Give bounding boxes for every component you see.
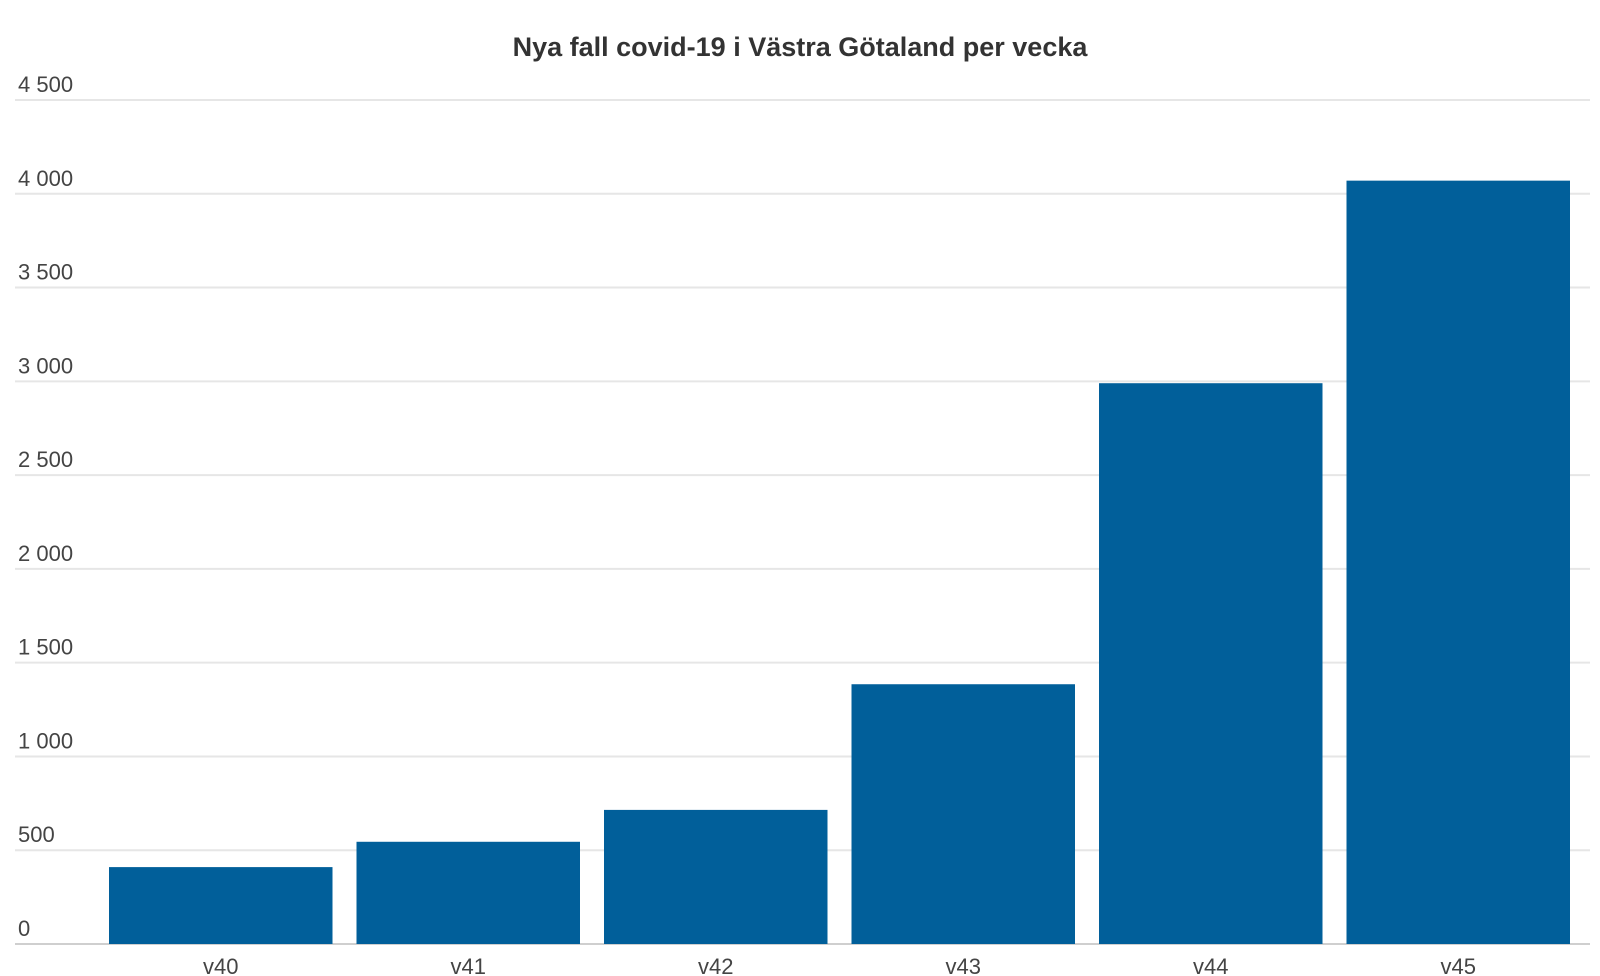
x-tick-label: v43 — [946, 954, 981, 976]
bar-v45 — [1346, 180, 1570, 944]
x-tick-label: v45 — [1441, 954, 1476, 976]
bar-v42 — [604, 809, 828, 944]
x-axis-labels: v40 v41 v42 v43 v44 v45 — [203, 954, 1476, 976]
y-tick-label: 3 500 — [18, 260, 73, 285]
x-tick-label: v41 — [451, 954, 486, 976]
bars — [109, 180, 1570, 945]
y-tick-label: 0 — [18, 916, 30, 941]
y-tick-label: 4 500 — [18, 72, 73, 97]
y-tick-label: 2 000 — [18, 541, 73, 566]
x-tick-label: v44 — [1193, 954, 1228, 976]
x-tick-label: v42 — [698, 954, 733, 976]
bar-v41 — [356, 841, 580, 944]
y-tick-label: 2 500 — [18, 447, 73, 472]
y-tick-label: 1 500 — [18, 635, 73, 660]
y-axis-ticks: 0 500 1 000 1 500 2 000 2 500 3 000 3 500 4 000 4… — [18, 72, 73, 941]
y-tick-label: 4 000 — [18, 166, 73, 191]
bar-v44 — [1099, 383, 1323, 945]
y-tick-label: 1 000 — [18, 728, 73, 753]
y-tick-label: 3 000 — [18, 353, 73, 378]
bar-v43 — [851, 684, 1075, 944]
chart-title: Nya fall covid-19 i Västra Götaland per … — [512, 32, 1088, 62]
x-tick-label: v40 — [203, 954, 238, 976]
y-tick-label: 500 — [18, 822, 55, 847]
bar-v40 — [109, 867, 333, 944]
